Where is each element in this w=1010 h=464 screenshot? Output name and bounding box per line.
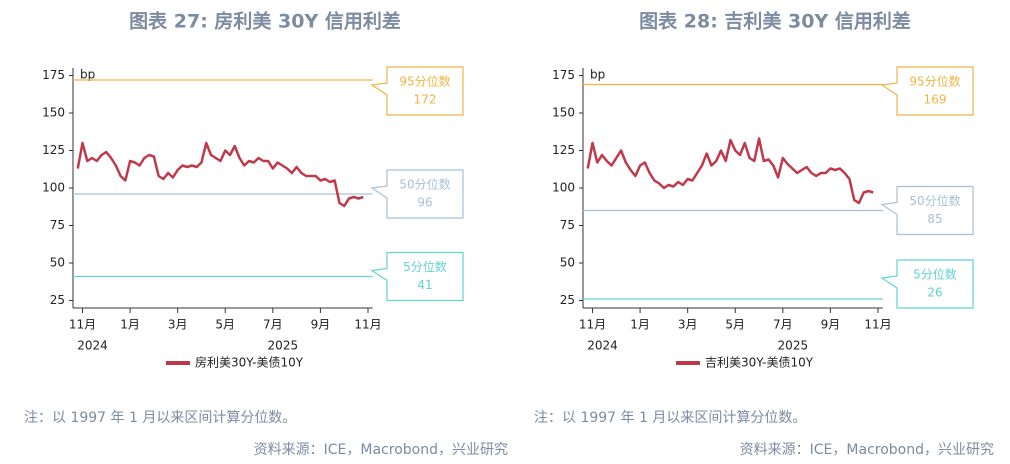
x-tick-label: 11月 (69, 318, 96, 332)
y-tick-label: 75 (560, 218, 575, 232)
legend-label: 吉利美30Y-美债10Y (705, 356, 814, 370)
callout-box (370, 251, 464, 302)
callout-name: 50分位数 (909, 193, 960, 208)
x-tick-label: 7月 (773, 318, 793, 332)
callout-box (370, 66, 464, 116)
y-tick-label: 50 (50, 256, 65, 270)
x-tick-label: 1月 (630, 318, 650, 332)
year-label: 2024 (587, 339, 618, 353)
unit-label: bp (590, 68, 605, 82)
callout-name: 5分位数 (913, 267, 957, 282)
callout-value: 172 (414, 93, 437, 107)
note: 注：以 1997 年 1 月以来区间计算分位数。 (534, 410, 806, 426)
y-tick-label: 100 (552, 181, 575, 195)
source: 资料来源：ICE，Macrobond，兴业研究 (254, 442, 508, 458)
series-line (586, 137, 874, 205)
y-tick-label: 125 (42, 143, 65, 157)
callout-name: 95分位数 (399, 74, 450, 89)
x-tick-label: 9月 (311, 318, 331, 332)
y-tick-label: 175 (42, 68, 65, 82)
x-tick-label: 1月 (120, 318, 140, 332)
callout-value: 41 (417, 278, 432, 292)
x-tick-label: 11月 (579, 318, 606, 332)
x-tick-label: 11月 (864, 318, 891, 332)
source: 资料来源：ICE，Macrobond，兴业研究 (740, 442, 994, 458)
unit-label: bp (80, 68, 95, 82)
y-tick-label: 25 (50, 293, 65, 307)
x-tick-label: 11月 (354, 318, 381, 332)
y-tick-label: 100 (42, 181, 65, 195)
callout-value: 26 (927, 286, 942, 300)
x-tick-label: 5月 (725, 318, 745, 332)
series-line (76, 141, 364, 208)
x-tick-label: 3月 (168, 318, 188, 332)
y-tick-label: 50 (560, 256, 575, 270)
y-tick-label: 75 (50, 218, 65, 232)
callout-name: 5分位数 (403, 259, 447, 274)
y-tick-label: 125 (552, 143, 575, 157)
y-tick-label: 25 (560, 293, 575, 307)
chart-title: 图表 27: 房利美 30Y 信用利差 (129, 10, 401, 33)
note: 注：以 1997 年 1 月以来区间计算分位数。 (24, 410, 296, 426)
year-label: 2025 (778, 339, 809, 353)
y-tick-label: 175 (552, 68, 575, 82)
callout-box (880, 259, 974, 309)
year-label: 2024 (77, 339, 108, 353)
legend-label: 房利美30Y-美债10Y (195, 355, 304, 370)
callout-value: 169 (924, 93, 947, 107)
callout-name: 50分位数 (399, 177, 450, 192)
x-tick-label: 9月 (821, 318, 841, 332)
y-tick-label: 150 (42, 106, 65, 120)
callout-name: 95分位数 (909, 74, 960, 89)
callout-value: 96 (417, 196, 432, 210)
x-tick-label: 5月 (215, 318, 235, 332)
callout-value: 85 (927, 212, 942, 226)
callout-box (370, 169, 464, 219)
y-tick-label: 150 (552, 106, 575, 120)
x-tick-label: 3月 (678, 318, 698, 332)
x-tick-label: 7月 (263, 318, 283, 332)
callout-box (880, 185, 974, 236)
callout-box (880, 66, 974, 116)
chart-title: 图表 28: 吉利美 30Y 信用利差 (639, 10, 911, 33)
year-label: 2025 (268, 339, 299, 353)
